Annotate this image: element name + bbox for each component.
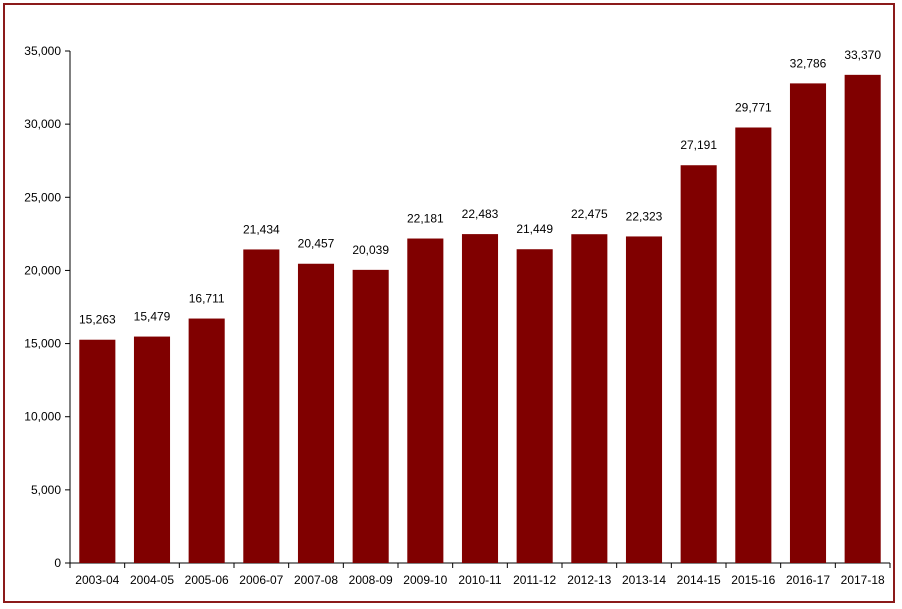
x-tick-label: 2007-08 <box>294 573 338 587</box>
bar <box>844 74 881 563</box>
y-tick-label: 15,000 <box>24 337 61 351</box>
bar-value-label: 33,370 <box>844 48 881 62</box>
bar <box>297 263 335 563</box>
y-tick-label: 5,000 <box>31 483 61 497</box>
value-labels: 15,263 15,479 16,711 21,434 20,457 20,039 22,1… <box>79 48 881 327</box>
bar-value-label: 15,263 <box>79 313 116 327</box>
bar <box>407 238 444 563</box>
bar-value-label: 22,323 <box>626 209 663 223</box>
x-tick-label: 2017-18 <box>841 573 885 587</box>
y-tick-label: 25,000 <box>24 190 61 204</box>
x-tick-label: 2016-17 <box>786 573 830 587</box>
bar <box>188 318 225 563</box>
x-tick-label: 2015-16 <box>731 573 775 587</box>
y-tick-label: 10,000 <box>24 410 61 424</box>
bar <box>571 234 608 564</box>
bars <box>79 74 881 564</box>
bar-value-label: 22,181 <box>407 212 444 226</box>
x-tick-label: 2003-04 <box>75 573 119 587</box>
bar-value-label: 32,786 <box>790 56 827 70</box>
bar-value-label: 21,434 <box>243 222 280 236</box>
bar <box>680 165 717 564</box>
bar-value-label: 21,449 <box>516 222 553 236</box>
bar <box>133 336 171 563</box>
bar-value-label: 29,771 <box>735 100 772 114</box>
bar <box>789 83 827 563</box>
y-tick-label: 20,000 <box>24 263 61 277</box>
x-tick-label: 2011-12 <box>513 573 556 587</box>
bar-value-label: 20,457 <box>298 237 335 251</box>
x-tick-label: 2012-13 <box>567 573 611 587</box>
y-tick-label: 0 <box>54 556 61 570</box>
x-tick-label: 2004-05 <box>130 573 174 587</box>
y-tick-label: 30,000 <box>24 117 61 131</box>
bar-value-label: 16,711 <box>189 292 225 306</box>
bar <box>516 249 553 564</box>
bar-value-label: 20,039 <box>352 243 389 257</box>
bar-value-label: 22,475 <box>571 207 608 221</box>
bar <box>461 234 499 563</box>
x-tick-label: 2008-09 <box>349 573 393 587</box>
bar <box>79 339 116 563</box>
bar <box>625 236 663 563</box>
x-tick-label: 2013-14 <box>622 573 666 587</box>
y-tick-label: 35,000 <box>24 44 61 58</box>
bar-value-label: 27,191 <box>680 138 717 152</box>
x-tick-label: 2005-06 <box>185 573 229 587</box>
bar <box>735 127 772 563</box>
bar-value-label: 22,483 <box>462 207 499 221</box>
bar <box>243 249 280 563</box>
bar <box>352 269 389 563</box>
bar-value-label: 15,479 <box>134 310 171 324</box>
x-tick-label: 2010-11 <box>458 573 501 587</box>
x-tick-label: 2006-07 <box>239 573 283 587</box>
x-tick-label: 2009-10 <box>403 573 447 587</box>
x-tick-label: 2014-15 <box>677 573 721 587</box>
